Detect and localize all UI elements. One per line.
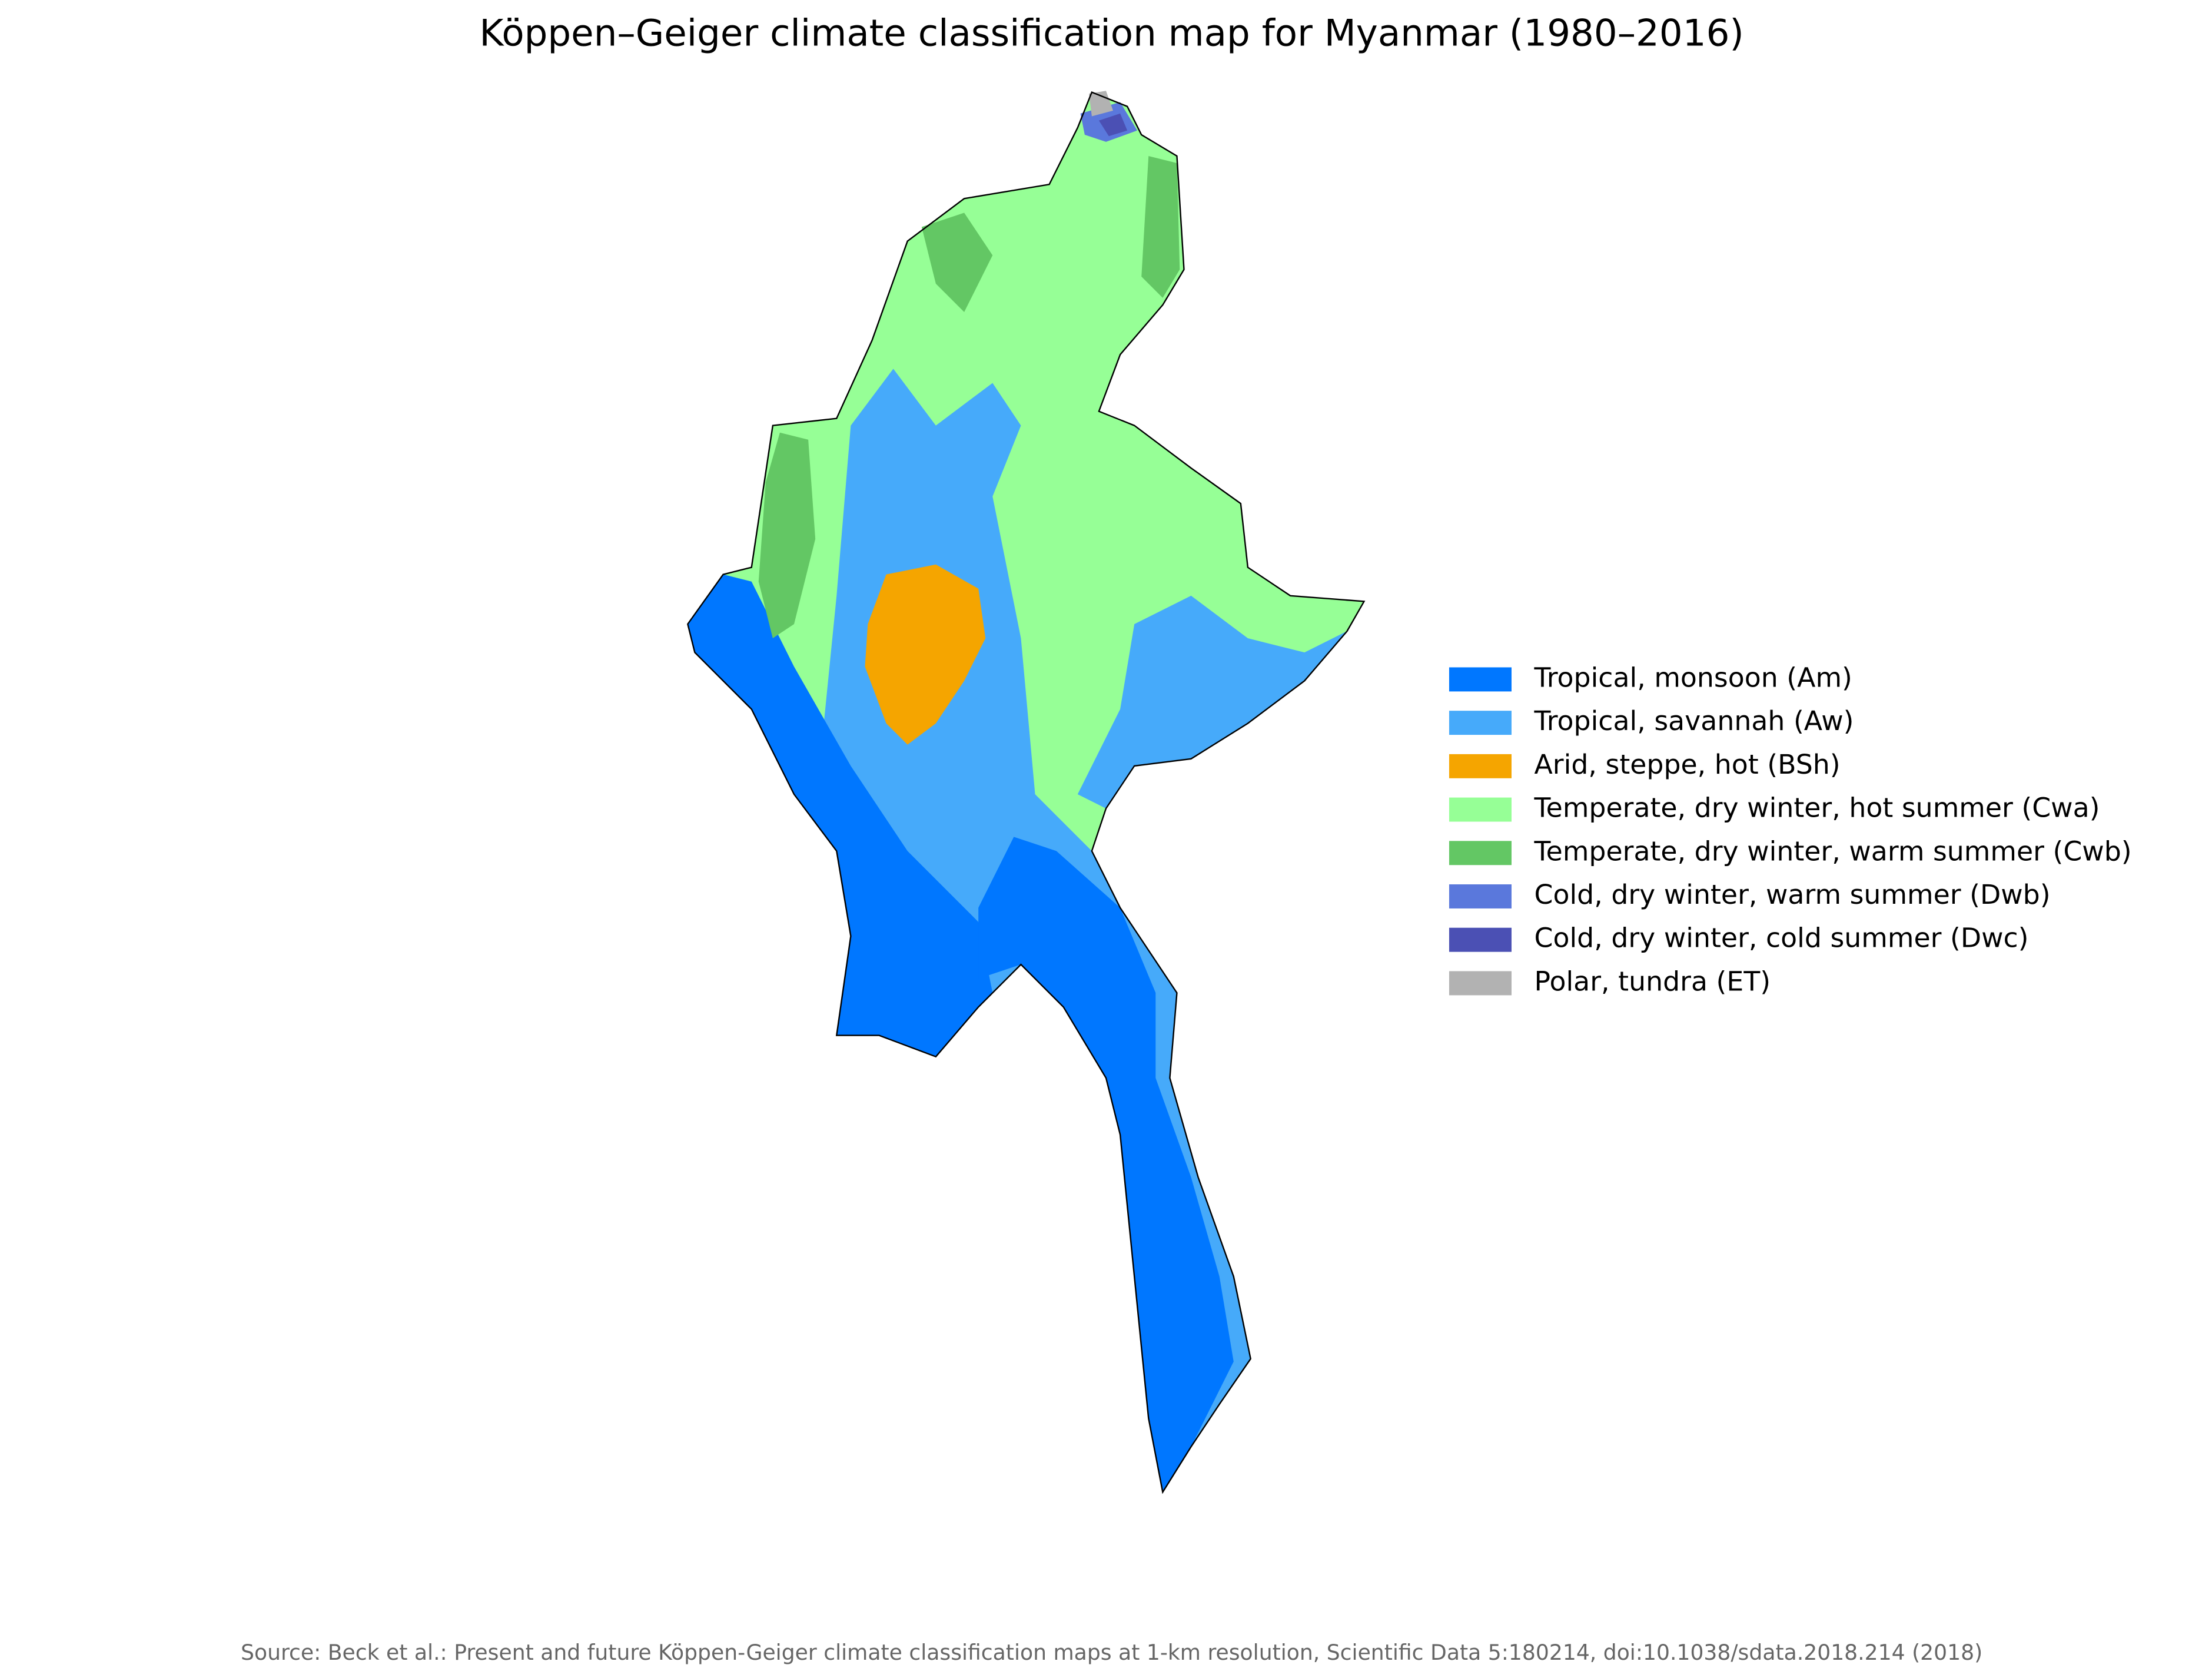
region (1077, 595, 1347, 809)
region (921, 213, 993, 312)
legend-swatch (1449, 667, 1512, 692)
region (758, 432, 816, 639)
region (1089, 91, 1114, 117)
legend-label: Polar, tundra (ET) (1535, 966, 1771, 997)
map-title: Köppen–Geiger climate classification map… (479, 11, 1743, 54)
legend-swatch (1449, 841, 1512, 865)
region (1141, 156, 1180, 298)
country-map (687, 91, 1366, 1494)
region (687, 574, 993, 1057)
legend-label: Temperate, dry winter, warm summer (Cwb) (1534, 835, 2132, 867)
legend-label: Cold, dry winter, cold summer (Dwc) (1535, 923, 2029, 954)
legend-swatch (1449, 884, 1512, 908)
region (865, 564, 986, 745)
legend-swatch (1449, 797, 1512, 822)
legend-swatch (1449, 754, 1512, 778)
legend-label: Tropical, savannah (Aw) (1534, 705, 1854, 737)
legend-label: Cold, dry winter, warm summer (Dwb) (1535, 879, 2051, 910)
country-outline (687, 91, 1366, 1494)
legend: Tropical, monsoon (Am) Tropical, savannah… (1449, 662, 2132, 997)
legend-swatch (1449, 711, 1512, 735)
region (978, 837, 1234, 1493)
legend-label: Arid, steppe, hot (BSh) (1535, 749, 1841, 780)
legend-label: Tropical, monsoon (Am) (1534, 662, 1852, 693)
legend-label: Temperate, dry winter, hot summer (Cwa) (1534, 792, 2100, 824)
region (1098, 113, 1128, 137)
legend-swatch (1449, 927, 1512, 952)
legend-swatch (1449, 971, 1512, 996)
source-note: Source: Beck et al.: Present and future … (241, 1640, 1982, 1665)
